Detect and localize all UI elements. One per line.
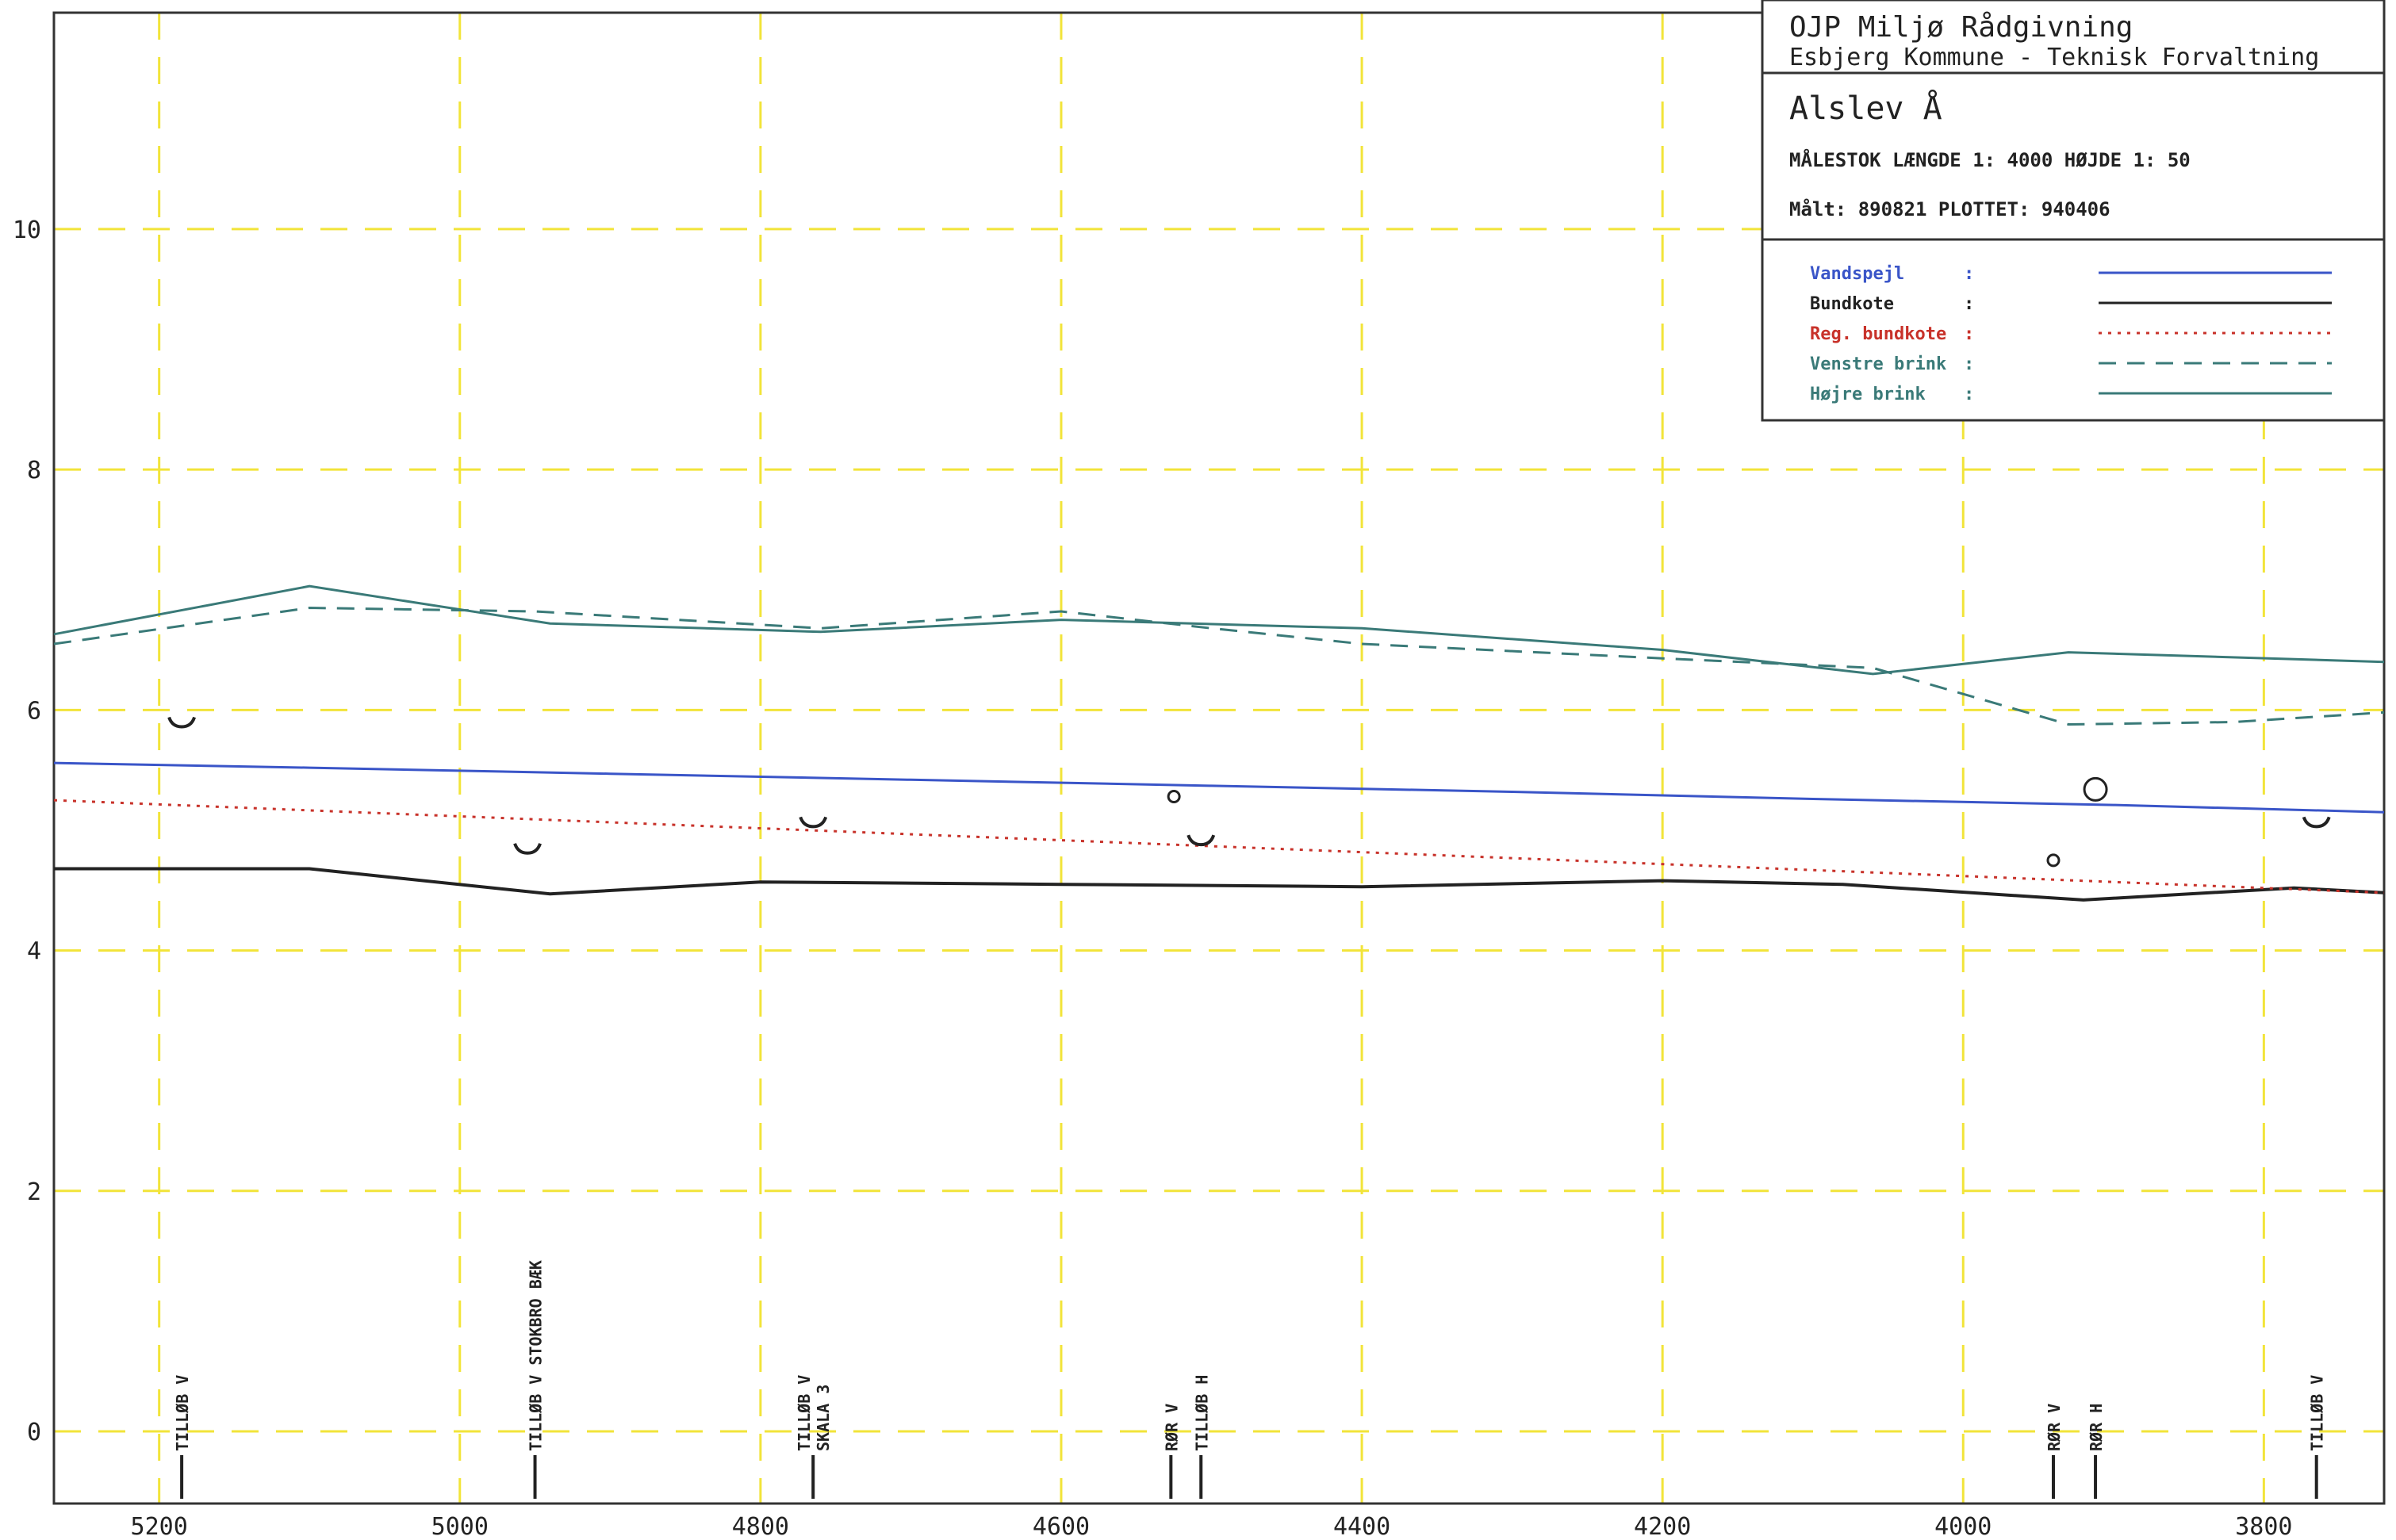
x-tick-label: 5200: [131, 1513, 188, 1540]
legend-item-reg_bundkote: Reg. bundkote:: [1810, 324, 2332, 344]
series-layer: [53, 584, 2385, 902]
legend-label: Reg. bundkote: [1810, 324, 1946, 344]
client-name: Esbjerg Kommune - Teknisk Forvaltning: [1789, 44, 2319, 71]
title-block: OJP Miljø Rådgivning Esbjerg Kommune - T…: [1761, 0, 2386, 422]
annotation: RØR V: [2045, 1404, 2064, 1499]
y-tick-label: 8: [27, 457, 41, 485]
legend-item-venstre_brink: Venstre brink:: [1810, 354, 2332, 374]
legend-colon: :: [1964, 264, 1974, 284]
annotation-label: SKALA 3: [814, 1385, 833, 1451]
pipe-marker: [2083, 776, 2108, 802]
series-line-vandspejl: [53, 761, 2385, 814]
legend-colon: :: [1964, 324, 1974, 344]
legend-colon: :: [1964, 385, 1974, 404]
company-name: OJP Miljø Rådgivning: [1789, 11, 2133, 44]
annotation-label: RØR H: [2087, 1404, 2106, 1451]
series-line-venstre_brink: [53, 606, 2385, 726]
legend-label: Bundkote: [1810, 294, 1894, 314]
annotation-label: RØR V: [2045, 1404, 2064, 1451]
annotation: TILLØB V STOKBRO BÆK: [527, 1260, 546, 1499]
plot-frame: [52, 11, 2386, 1505]
annotation: TILLØB V SKALA 3: [795, 1375, 833, 1499]
river-name: Alslev Å: [1789, 89, 1942, 127]
annotation-label: TILLØB V STOKBRO BÆK: [527, 1260, 546, 1451]
x-tick-label: 4800: [732, 1513, 789, 1540]
y-tick-label: 2: [27, 1178, 41, 1206]
annotation: RØR V: [1162, 1404, 1181, 1499]
legend-label: Venstre brink: [1810, 354, 1946, 374]
annotation: RØR H: [2087, 1404, 2106, 1499]
culvert-marker: [2302, 816, 2331, 829]
legend: Vandspejl:Bundkote:Reg. bundkote:Venstre…: [1810, 264, 2332, 404]
annotation-layer: TILLØB V TILLØB V STOKBRO BÆK TILLØB V SKAL…: [173, 1260, 2327, 1499]
x-tick-label: 4600: [1033, 1513, 1090, 1540]
series-line-reg_bundkote: [53, 799, 2385, 895]
pipe-marker: [1167, 790, 1181, 804]
culvert-marker: [799, 816, 828, 829]
legend-label: Vandspejl: [1810, 264, 1904, 284]
plot-border: [52, 11, 2386, 1505]
annotation-label: TILLØB V: [173, 1375, 192, 1451]
x-tick-label: 4200: [1634, 1513, 1691, 1540]
legend-colon: :: [1964, 294, 1974, 314]
pipe-marker: [2046, 853, 2061, 868]
y-tick-label: 6: [27, 697, 41, 725]
annotation: TILLØB H: [1192, 1375, 1211, 1499]
scale-line: MÅLESTOK LÆNGDE 1: 4000 HØJDE 1: 50: [1789, 148, 2191, 171]
culvert-marker: [1186, 834, 1216, 847]
marker-layer: [167, 716, 2331, 868]
x-tick-label: 4400: [1333, 1513, 1390, 1540]
legend-label: Højre brink: [1810, 385, 1926, 404]
x-tick-label: 3800: [2235, 1513, 2292, 1540]
annotation-label: TILLØB H: [1192, 1375, 1211, 1451]
culvert-marker: [167, 716, 197, 729]
x-tick-label: 4000: [1934, 1513, 1992, 1540]
annotation: TILLØB V: [173, 1375, 192, 1499]
series-line-bundkote: [54, 867, 2385, 902]
series-line-hojre_brink: [53, 584, 2385, 676]
y-tick-label: 4: [27, 938, 41, 966]
legend-item-hojre_brink: Højre brink:: [1810, 385, 2332, 404]
legend-item-bundkote: Bundkote:: [1810, 294, 2332, 314]
annotation-label: TILLØB V: [2308, 1375, 2327, 1451]
y-tick-label: 0: [27, 1419, 41, 1446]
y-tick-label: 10: [13, 216, 41, 244]
legend-item-vandspejl: Vandspejl:: [1810, 264, 2332, 284]
annotation: TILLØB V: [2308, 1375, 2327, 1499]
dates-line: Målt: 890821 PLOTTET: 940406: [1789, 197, 2110, 220]
x-tick-label: 5000: [431, 1513, 489, 1540]
legend-colon: :: [1964, 354, 1974, 374]
culvert-marker: [513, 842, 542, 855]
tick-layer: 5200 5000 4800 4600 4400 4200 4000 3800 0 2 4 6 8 10: [13, 216, 2293, 1540]
annotation-label: RØR V: [1162, 1404, 1181, 1451]
annotation-label: TILLØB V: [795, 1375, 814, 1451]
